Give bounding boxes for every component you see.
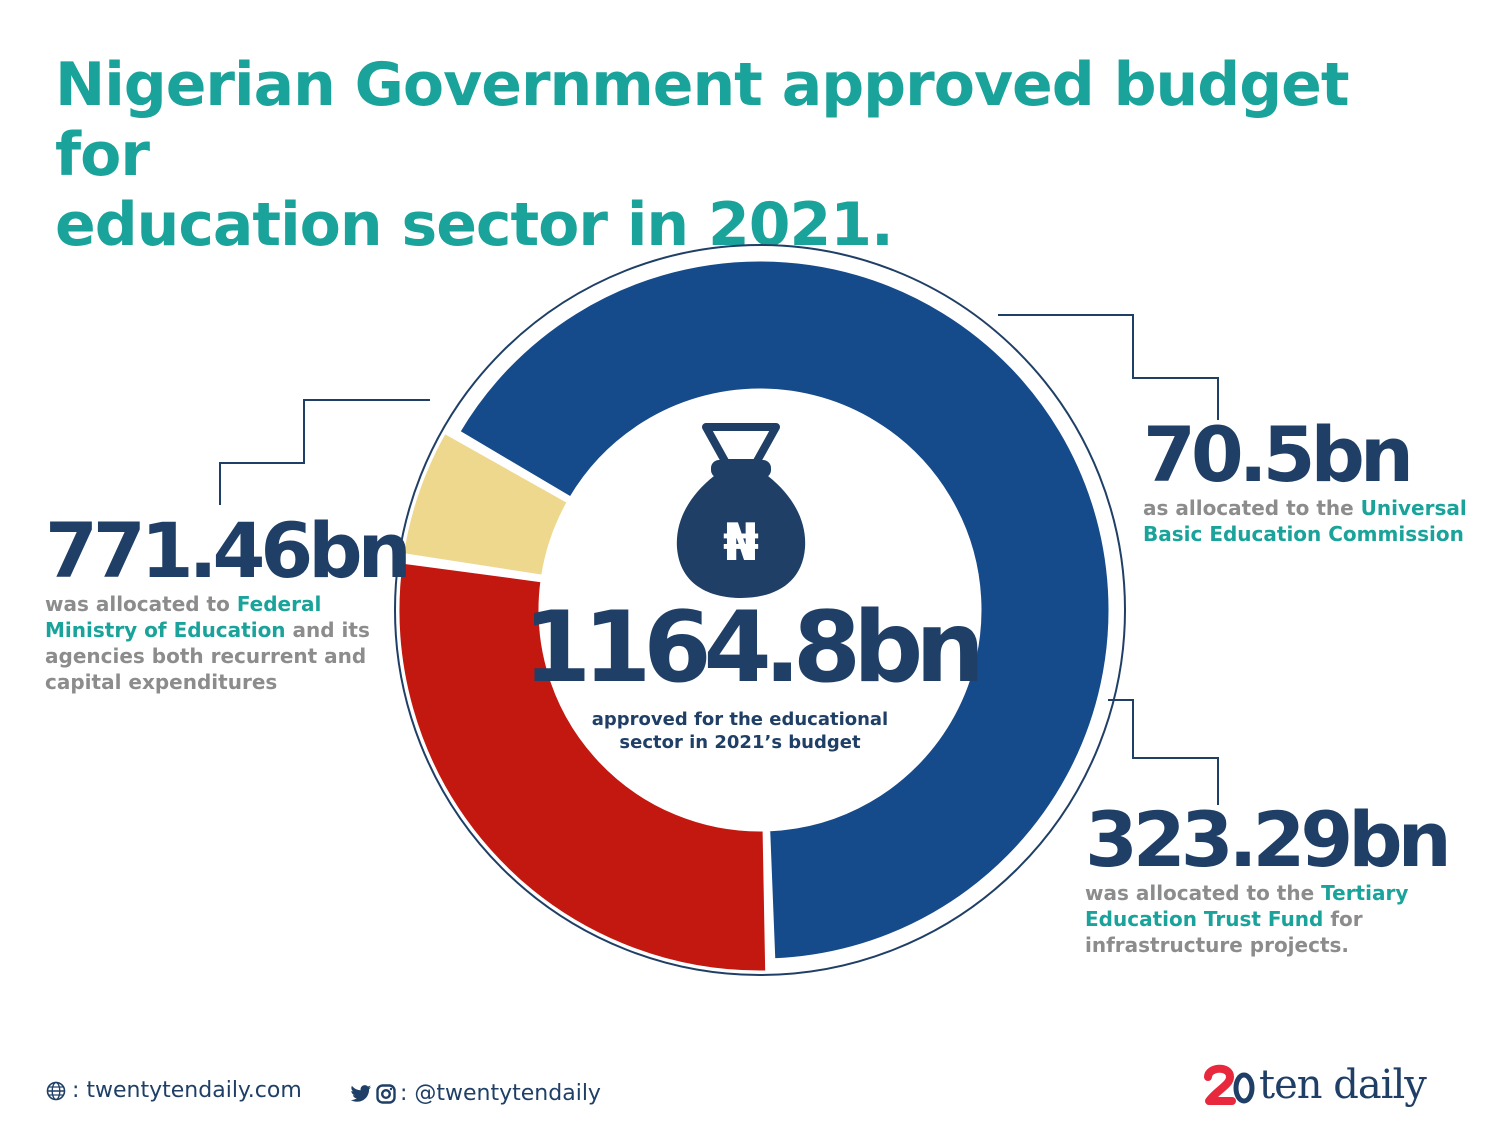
callout-desc-post: for infrastructure projects. xyxy=(1085,907,1363,957)
connector-line-left xyxy=(219,399,430,505)
twitter-icon[interactable] xyxy=(350,1084,372,1104)
slice-ubec xyxy=(400,430,571,578)
slice-tetfund xyxy=(396,560,769,974)
globe-icon xyxy=(46,1081,66,1100)
callout-desc-highlight: Tertiary Education Trust Fund xyxy=(1085,881,1409,931)
center-desc-line-2: sector in 2021’s budget xyxy=(619,732,861,753)
center-desc-line-1: approved for the educational xyxy=(591,709,889,730)
footer-website-sep: : xyxy=(72,1078,87,1103)
callout-federal-ministry: 771.46bn was allocated to Federal Minist… xyxy=(45,506,412,695)
callout-description: as allocated to the Universal Basic Educ… xyxy=(1143,495,1488,547)
naira-symbol: ₦ xyxy=(723,513,759,573)
callout-description: was allocated to Federal Ministry of Edu… xyxy=(45,591,375,695)
callout-value: 323.29bn xyxy=(1085,795,1452,884)
money-bag-naira-icon: ₦ xyxy=(676,423,806,598)
brand-logo: ten daily xyxy=(1203,1060,1433,1110)
chart-slices xyxy=(396,258,1112,974)
callout-desc-highlight: Federal Ministry of Education xyxy=(45,592,322,642)
callout-description: was allocated to the Tertiary Education … xyxy=(1085,880,1445,958)
callout-value: 771.46bn xyxy=(45,506,412,595)
callout-desc-post: and its agencies both recurrent and capi… xyxy=(45,618,370,694)
callout-tetfund: 323.29bn was allocated to the Tertiary E… xyxy=(1085,795,1452,958)
footer-social-sep: : xyxy=(400,1081,415,1106)
instagram-icon[interactable] xyxy=(376,1083,396,1104)
callout-ubec: 70.5bn as allocated to the Universal Bas… xyxy=(1143,415,1488,547)
connector-line-yellow xyxy=(998,314,1219,420)
center-description: approved for the educational sector in 2… xyxy=(560,708,920,754)
chart-outer-ring xyxy=(394,244,1126,976)
footer-website: : twentytendaily.com xyxy=(46,1078,302,1103)
center-total-value: 1164.8bn xyxy=(522,591,985,705)
callout-desc-pre: was allocated to xyxy=(45,592,237,616)
title-line-2: education sector in 2021. xyxy=(55,190,894,260)
callout-value: 70.5bn xyxy=(1143,410,1414,499)
title-line-1: Nigerian Government approved budget for xyxy=(55,50,1350,190)
brand-text: ten daily xyxy=(1259,1062,1427,1108)
connector-line-red xyxy=(1108,699,1219,805)
connector-lines xyxy=(219,314,1219,805)
footer-social-handle[interactable]: @twentytendaily xyxy=(414,1081,601,1106)
slice-federal-ministry xyxy=(456,258,1112,962)
footer-social: : @twentytendaily xyxy=(350,1081,601,1106)
page-title: Nigerian Government approved budget for … xyxy=(55,50,1355,260)
callout-desc-pre: was allocated to the xyxy=(1085,881,1322,905)
callout-desc-highlight: Universal Basic Education Commission xyxy=(1143,496,1467,546)
footer-website-link[interactable]: twentytendaily.com xyxy=(86,1078,302,1103)
callout-desc-pre: as allocated to the xyxy=(1143,496,1361,520)
brand-mark-icon xyxy=(1204,1064,1255,1105)
